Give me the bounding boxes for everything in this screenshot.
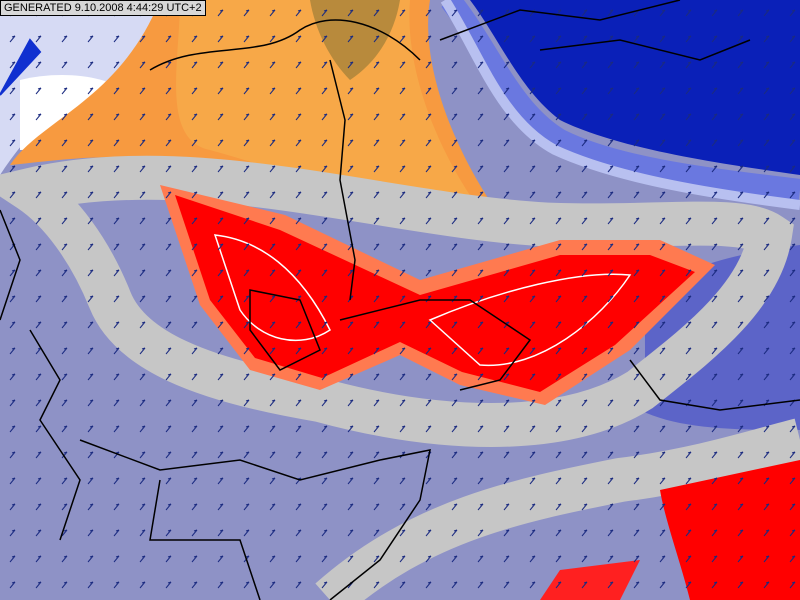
border	[149, 479, 261, 600]
border	[0, 209, 81, 541]
border	[439, 0, 751, 61]
generated-stamp: GENERATED 9.10.2008 4:44:29 UTC+2	[0, 0, 206, 16]
front-symbol	[0, 38, 42, 96]
border	[629, 359, 800, 411]
border	[339, 299, 532, 391]
border	[79, 439, 431, 600]
border	[149, 19, 421, 71]
border	[329, 59, 356, 301]
border	[249, 289, 321, 371]
